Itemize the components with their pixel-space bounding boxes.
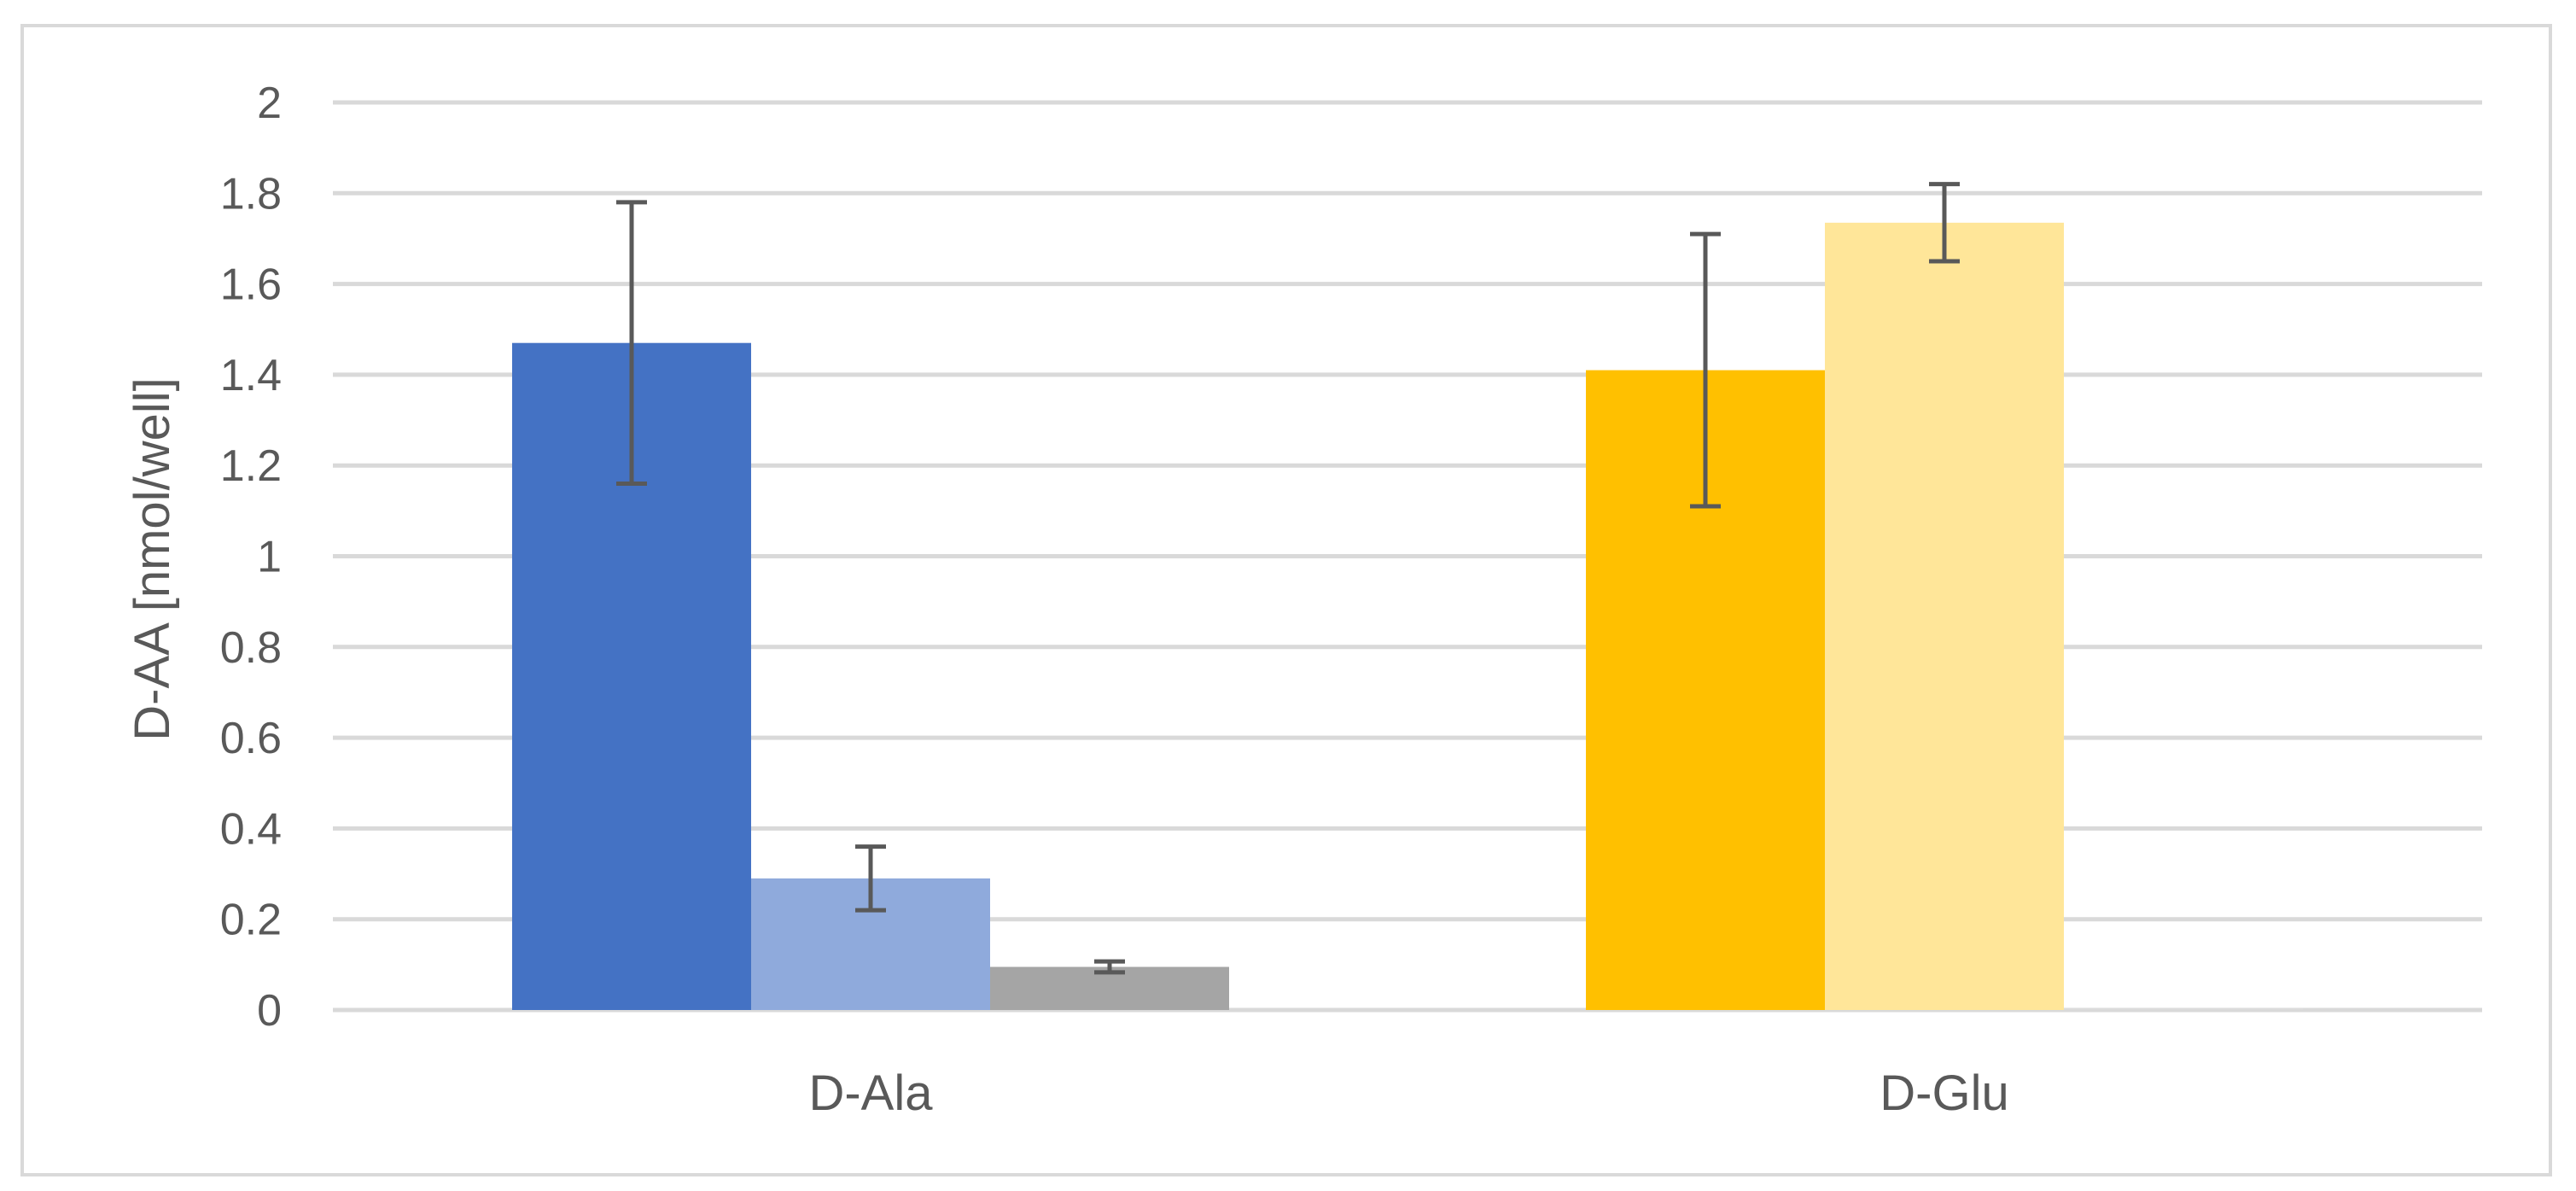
y-tick-label: 0.6 (220, 714, 282, 763)
y-axis-title: D-AA [nmol/well] (125, 377, 180, 740)
y-tick-label: 0 (257, 986, 282, 1036)
y-tick-label: 0.8 (220, 623, 282, 673)
y-tick-label: 0.2 (220, 896, 282, 945)
y-tick-label: 1.2 (220, 441, 282, 491)
y-tick-label: 0.4 (220, 804, 282, 854)
bars (512, 222, 2303, 1011)
x-category-label: D-Ala (808, 1065, 933, 1121)
bar-d-glu-3 (2064, 1008, 2303, 1010)
x-category-label: D-Glu (1880, 1065, 2008, 1121)
error-bars (616, 182, 1960, 975)
y-tick-label: 1.4 (220, 351, 282, 400)
chart-frame (20, 24, 2552, 1176)
y-tick-label: 1.8 (220, 169, 282, 219)
y-tick-label: 1 (257, 533, 282, 582)
axis-labels: 0 0.2 0.4 0.6 0.8 1 1.2 1.4 1.6 1.8 2 D-Ala D-Glu (220, 79, 2009, 1121)
bar-d-glu-2 (1825, 222, 2064, 1010)
y-tick-label: 2 (257, 79, 282, 128)
y-tick-label: 1.6 (220, 260, 282, 310)
